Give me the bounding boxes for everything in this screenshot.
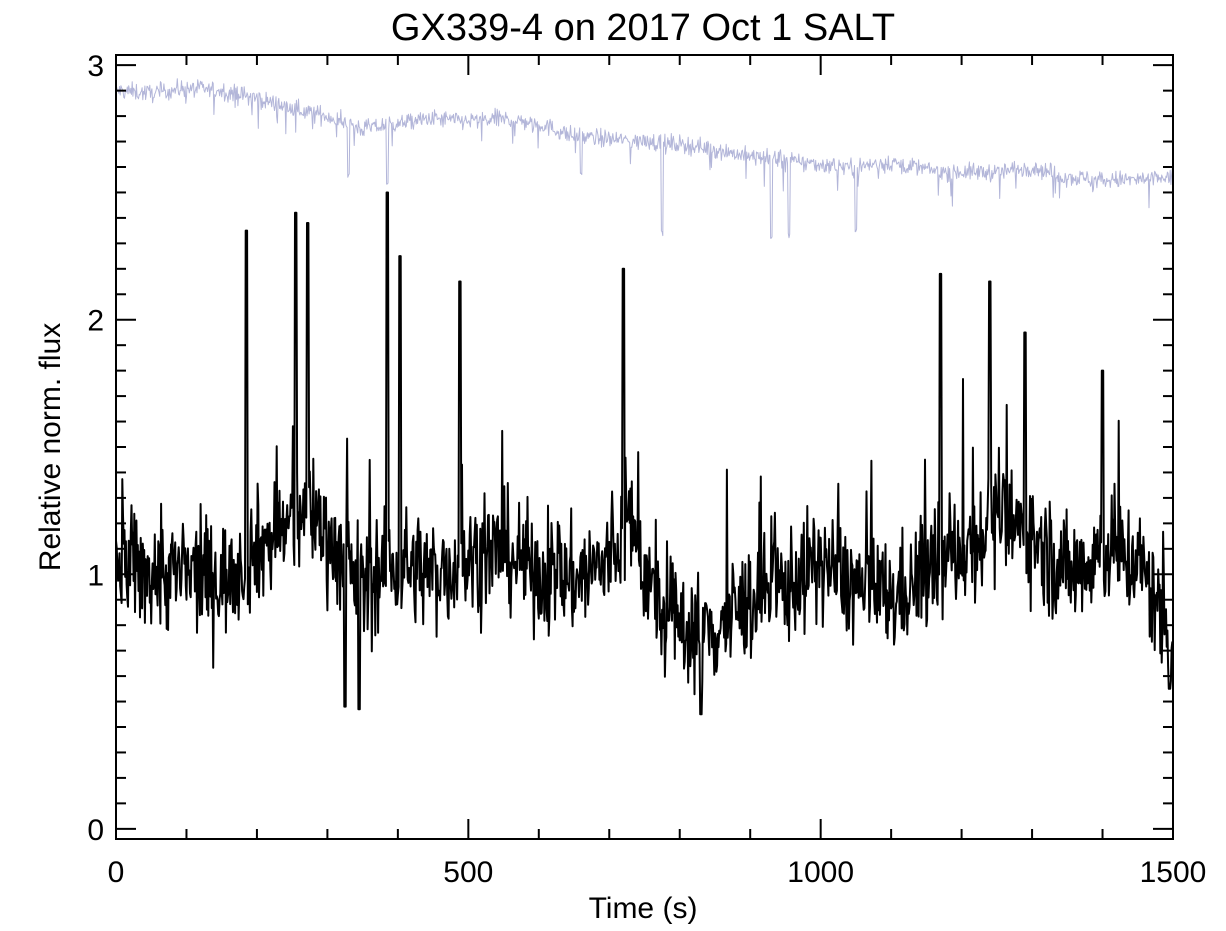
y-tick-label: 3 — [87, 50, 104, 83]
x-tick-label: 1500 — [1140, 856, 1207, 889]
x-tick-label: 500 — [443, 856, 493, 889]
y-tick-label: 1 — [87, 559, 104, 592]
y-axis-label: Relative norm. flux — [34, 323, 67, 571]
series-line-comparison — [115, 78, 1174, 239]
chart-title: GX339-4 on 2017 Oct 1 SALT — [391, 7, 895, 49]
x-tick-label: 0 — [108, 856, 125, 889]
plot-frame — [115, 54, 1174, 840]
tick-label-layer: 0 500 1000 1500 0 1 2 3 — [87, 50, 1206, 889]
y-tick-label: 2 — [87, 305, 104, 338]
x-axis-label: Time (s) — [589, 892, 698, 925]
series-layer — [115, 78, 1174, 716]
x-tick-label: 1000 — [787, 856, 854, 889]
series-line-target — [115, 191, 1174, 716]
tick-layer — [115, 55, 1174, 839]
y-tick-label: 0 — [87, 814, 104, 847]
